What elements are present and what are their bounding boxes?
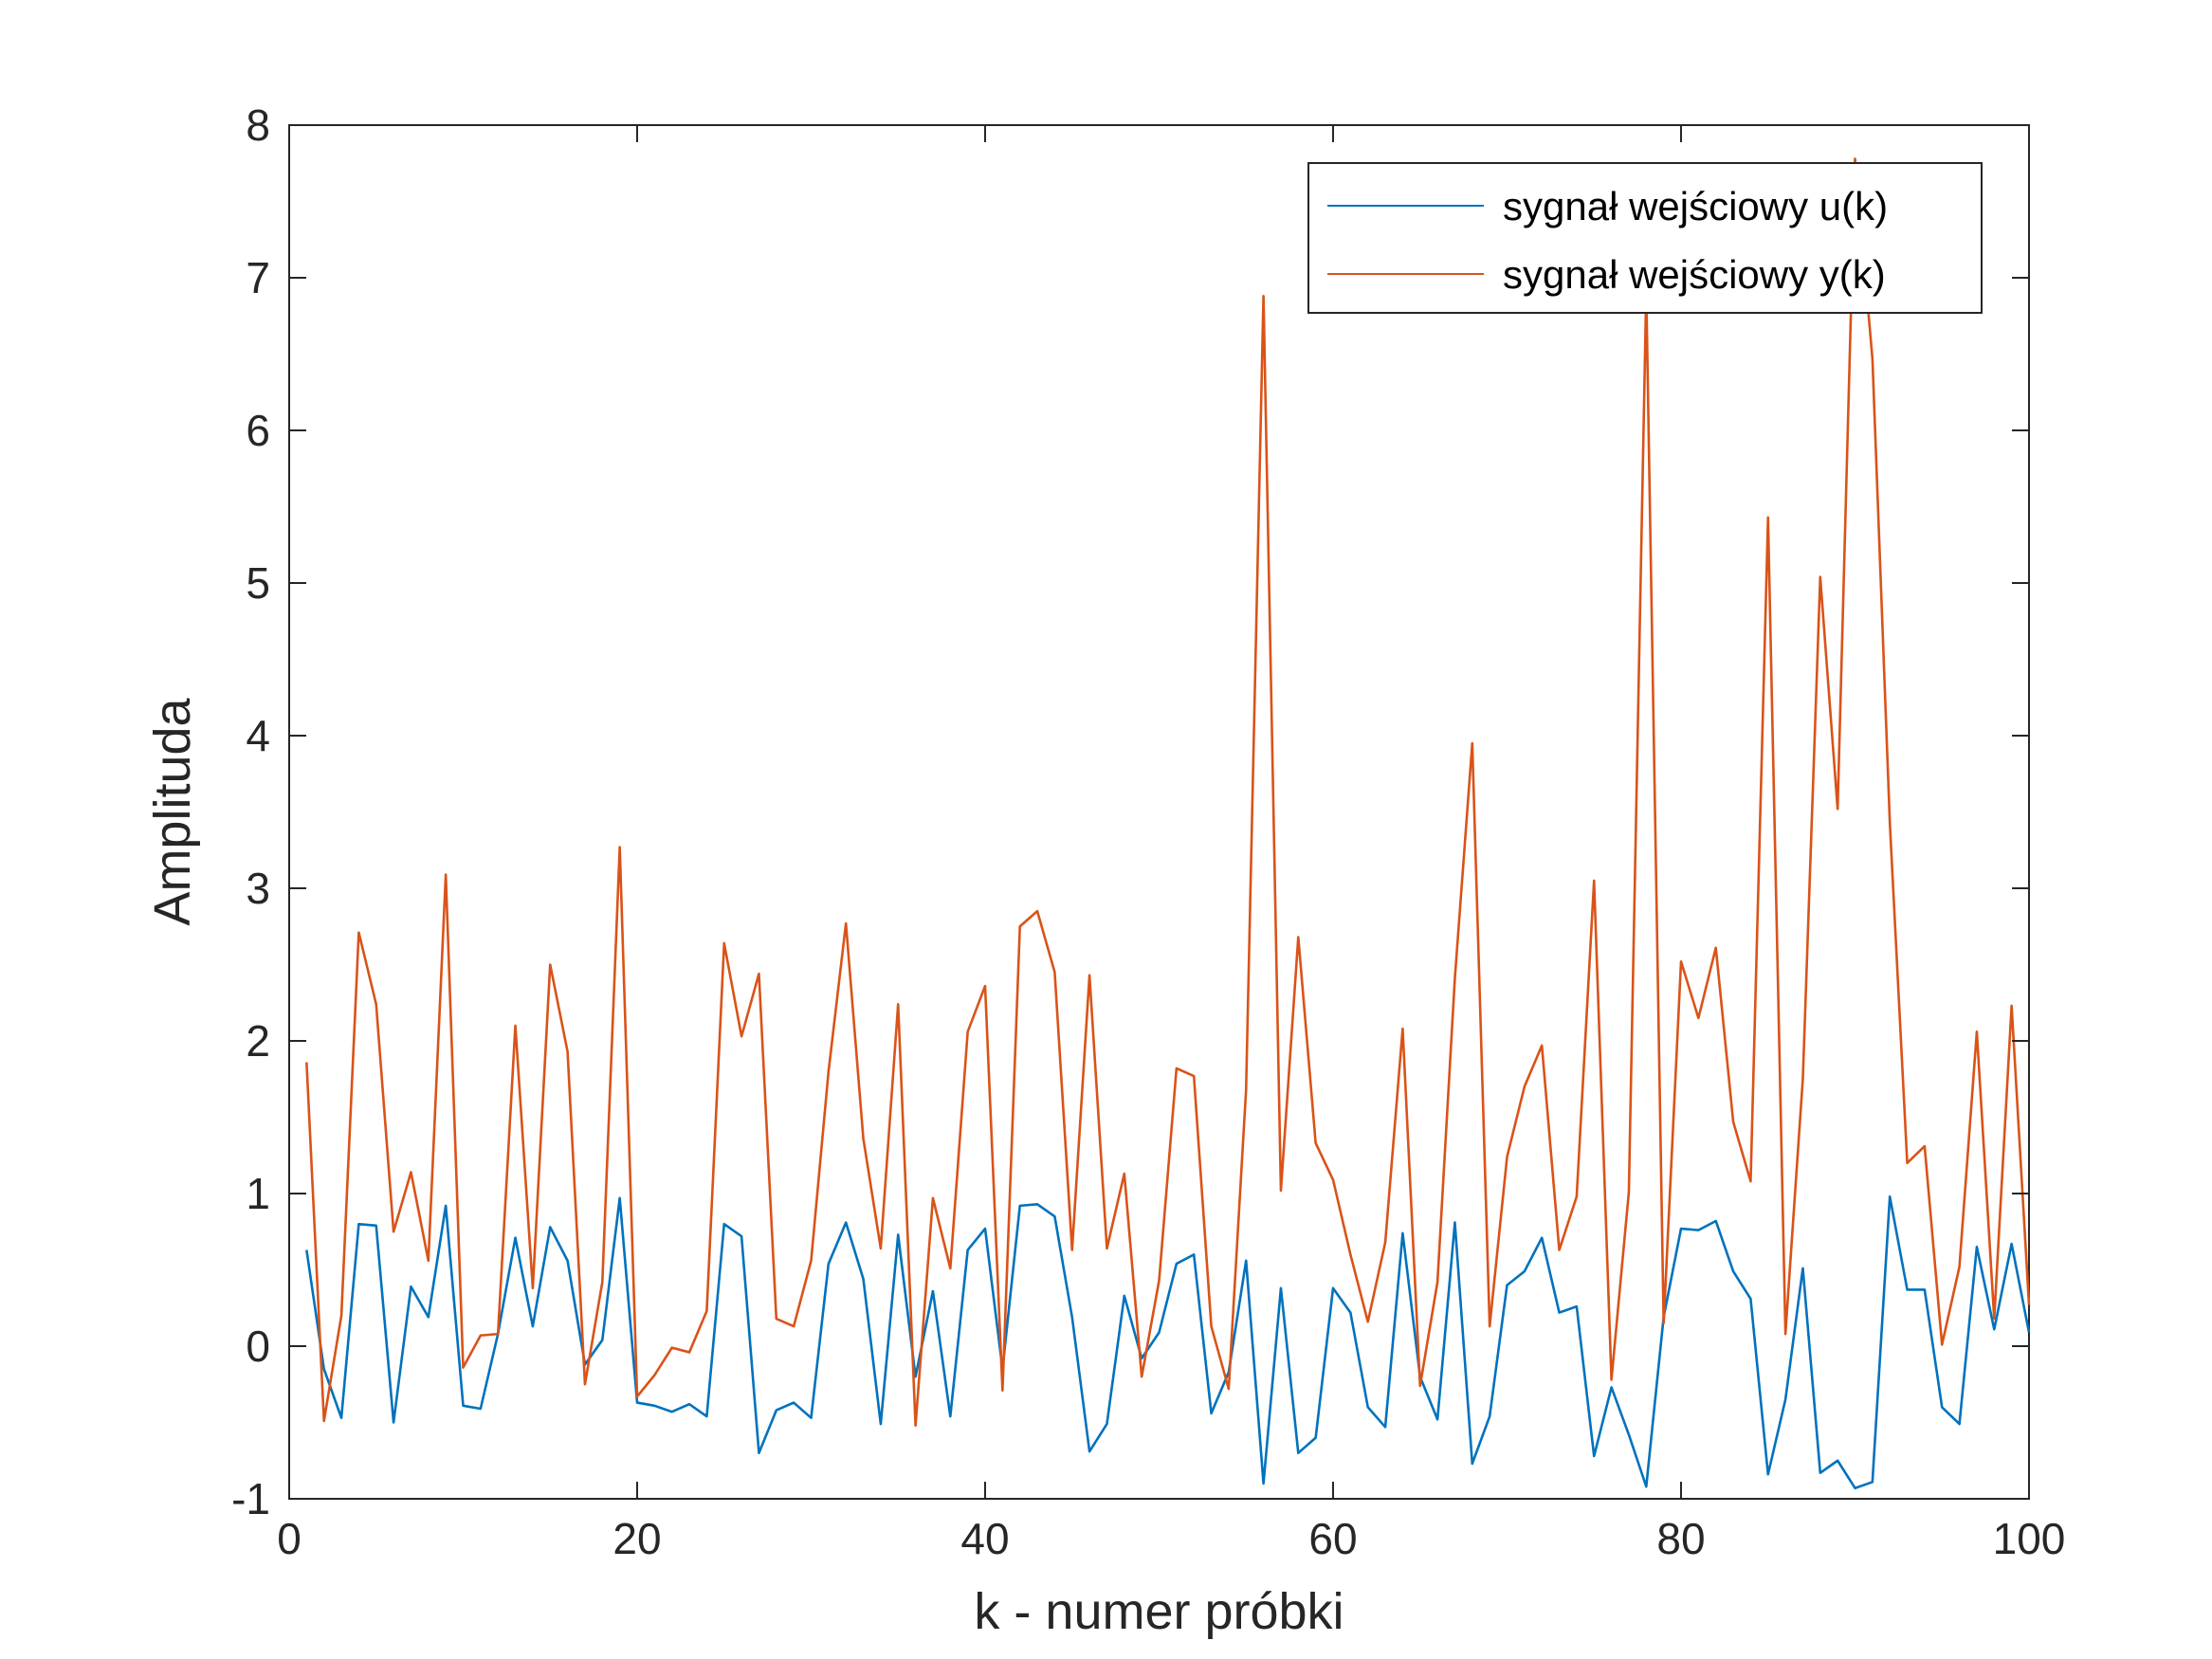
legend: sygnał wejściowy u(k) sygnał wejściowy y… xyxy=(1307,162,1983,314)
series-line-0 xyxy=(305,1194,2031,1490)
series-line-1 xyxy=(305,157,2031,1428)
y-tick-label: 5 xyxy=(246,558,270,608)
x-tick-label: 100 xyxy=(1993,1514,2066,1563)
y-tick-label: 4 xyxy=(246,711,270,760)
y-tick-label: -1 xyxy=(231,1474,270,1523)
legend-box xyxy=(1307,162,1983,314)
x-tick-label: 0 xyxy=(277,1514,302,1563)
series-layer xyxy=(305,157,2031,1490)
x-tick-label: 60 xyxy=(1308,1514,1357,1563)
y-tick-label: 1 xyxy=(246,1169,270,1218)
y-tick-label: 8 xyxy=(246,100,270,150)
x-axis-label: k - numer próbki xyxy=(974,1583,1344,1640)
y-tick-label: 0 xyxy=(246,1322,270,1371)
y-tick-label: 6 xyxy=(246,406,270,455)
y-axis-label: Amplituda xyxy=(144,697,201,925)
legend-label-y: sygnał wejściowy y(k) xyxy=(1503,252,1886,297)
y-tick-label: 2 xyxy=(246,1016,270,1066)
x-tick-label: 20 xyxy=(612,1514,661,1563)
x-tick-label: 40 xyxy=(960,1514,1009,1563)
axes-box xyxy=(288,124,2030,1500)
legend-label-u: sygnał wejściowy u(k) xyxy=(1503,184,1888,228)
y-tick-label: 3 xyxy=(246,864,270,913)
y-tick-label: 7 xyxy=(246,253,270,302)
x-tick-label: 80 xyxy=(1656,1514,1705,1563)
